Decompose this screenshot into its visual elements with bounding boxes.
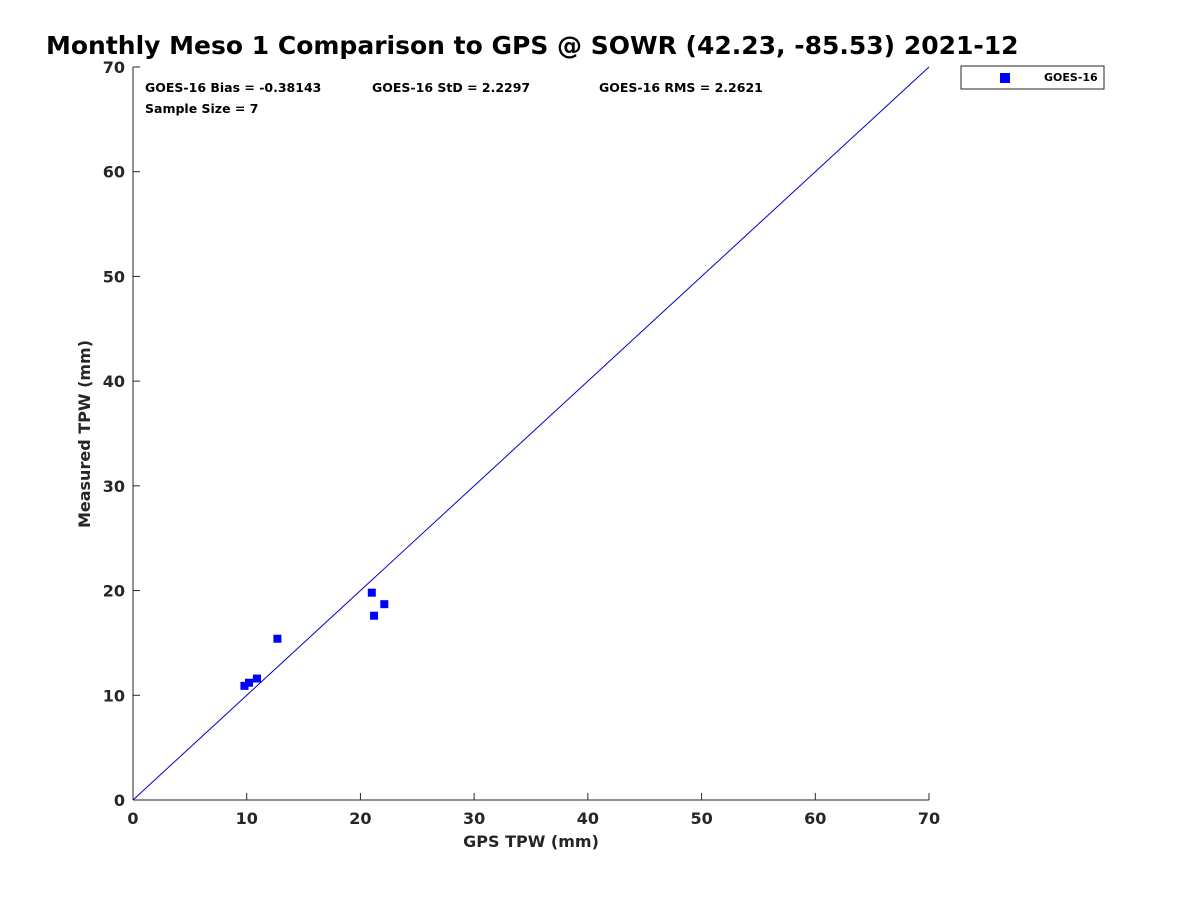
y-tick-label: 30 <box>103 477 125 496</box>
y-tick-label: 20 <box>103 582 125 601</box>
x-tick-label: 60 <box>804 809 826 828</box>
y-tick-label: 40 <box>103 372 125 391</box>
sample-size-stat: Sample Size = 7 <box>145 101 258 116</box>
legend: GOES-16 <box>960 65 1105 90</box>
y-axis-label: Measured TPW (mm) <box>75 340 94 528</box>
data-point <box>244 678 253 687</box>
x-tick-label: 40 <box>577 809 599 828</box>
data-points <box>240 588 389 690</box>
data-point <box>252 674 261 683</box>
x-tick-label: 10 <box>236 809 258 828</box>
x-tick-label: 20 <box>349 809 371 828</box>
rms-stat: GOES-16 RMS = 2.2621 <box>599 80 763 95</box>
y-ticks: 0 10 20 30 40 50 60 70 <box>103 58 140 810</box>
data-point <box>370 611 379 620</box>
data-point <box>380 600 389 609</box>
x-tick-label: 30 <box>463 809 485 828</box>
x-tick-label: 0 <box>127 809 138 828</box>
data-point <box>240 681 249 690</box>
x-tick-label: 70 <box>918 809 940 828</box>
x-tick-label: 50 <box>690 809 712 828</box>
x-axis-label: GPS TPW (mm) <box>463 832 599 851</box>
legend-box <box>960 65 1105 90</box>
std-stat: GOES-16 StD = 2.2297 <box>372 80 530 95</box>
data-point <box>367 588 376 597</box>
y-tick-label: 50 <box>103 267 125 286</box>
one-to-one-line <box>132 66 930 801</box>
chart-title: Monthly Meso 1 Comparison to GPS @ SOWR … <box>46 31 1019 60</box>
legend-label-goes16: GOES-16 <box>1044 71 1098 84</box>
y-tick-label: 0 <box>114 791 125 810</box>
y-tick-label: 70 <box>103 58 125 77</box>
y-tick-label: 10 <box>103 686 125 705</box>
x-ticks: 0 10 20 30 40 50 60 70 <box>127 793 940 828</box>
data-point <box>273 634 282 643</box>
legend-marker-goes16 <box>1000 73 1010 83</box>
bias-stat: GOES-16 Bias = -0.38143 <box>145 80 321 95</box>
y-tick-label: 60 <box>103 163 125 182</box>
